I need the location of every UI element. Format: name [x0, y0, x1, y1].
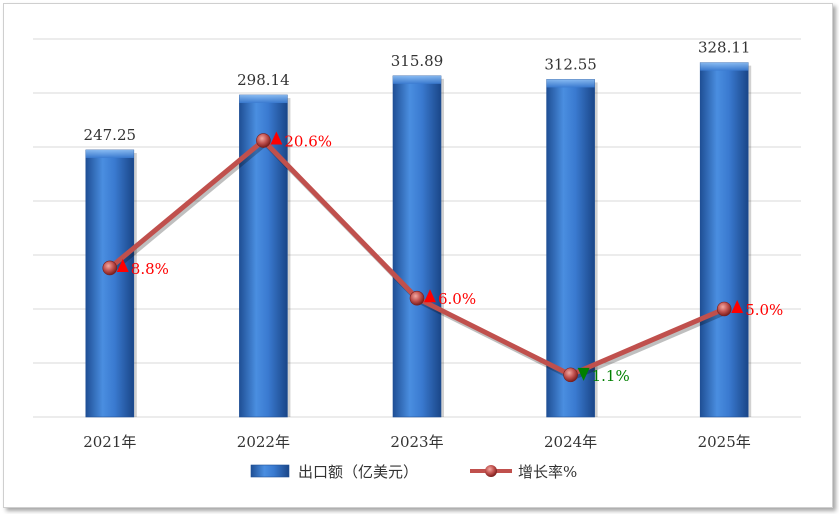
bar-value-label: 315.89 [391, 52, 444, 70]
rate-marker [256, 133, 271, 148]
bar-top-highlight [239, 95, 288, 104]
bar-value-label: 312.55 [544, 55, 597, 73]
bar-group [85, 149, 137, 418]
label-layer: 247.25 298.14 315.89 312.55 328.11 8.8% 20.6% 6… [84, 39, 784, 385]
bar [699, 62, 749, 418]
rate-up-arrow [731, 300, 744, 313]
rate-value-label: 20.6% [284, 133, 332, 151]
rate-down-arrow [577, 367, 590, 381]
legend-line-marker [485, 465, 497, 477]
rate-marker [102, 260, 118, 276]
bar [392, 75, 442, 418]
legend-bar-swatch [250, 464, 290, 478]
legend-bar-label: 出口额（亿美元） [298, 463, 418, 481]
bar-value-label: 298.14 [237, 71, 290, 89]
chart-frame: 247.25 298.14 315.89 312.55 328.11 8.8% 20.6% 6… [3, 3, 833, 508]
bar-group [392, 75, 444, 418]
bar-top-highlight [85, 149, 134, 158]
bar [85, 149, 135, 418]
rate-value-label: 1.1% [592, 367, 630, 385]
rate-value-label: 5.0% [745, 301, 783, 319]
rate-up-arrow [270, 131, 283, 145]
axis-layer: 2021年 2022年 2023年 2024年 2025年 [83, 433, 751, 451]
bar-top-highlight [393, 75, 441, 84]
legend-line-label: 增长率% [518, 463, 577, 481]
line-layer [102, 133, 732, 383]
legend: 出口额（亿美元） 增长率% [250, 463, 577, 481]
bar [546, 79, 595, 418]
bar [239, 94, 288, 418]
rate-up-arrow [424, 289, 436, 303]
x-tick-label: 2024年 [544, 433, 597, 451]
bar-value-label: 328.11 [698, 39, 751, 57]
rate-marker [409, 290, 425, 306]
bar-top-highlight [546, 79, 595, 88]
rate-up-arrow [116, 258, 129, 272]
legend-item-bar: 出口额（亿美元） [250, 463, 418, 481]
rate-value-label: 6.0% [438, 290, 476, 308]
bar-layer [85, 62, 752, 418]
legend-item-line: 增长率% [470, 463, 577, 481]
bar-top-highlight [700, 62, 749, 71]
bar-group [699, 62, 752, 418]
bar-value-label: 247.25 [84, 126, 137, 144]
rate-marker [563, 367, 578, 383]
rate-value-label: 8.8% [131, 260, 169, 278]
x-tick-label: 2025年 [698, 433, 751, 451]
rate-marker [716, 301, 732, 317]
x-tick-label: 2022年 [237, 433, 290, 451]
chart-svg: 247.25 298.14 315.89 312.55 328.11 8.8% 20.6% 6… [33, 38, 801, 481]
x-tick-label: 2021年 [83, 433, 136, 451]
bar-group [546, 79, 598, 418]
x-tick-label: 2023年 [390, 433, 443, 451]
